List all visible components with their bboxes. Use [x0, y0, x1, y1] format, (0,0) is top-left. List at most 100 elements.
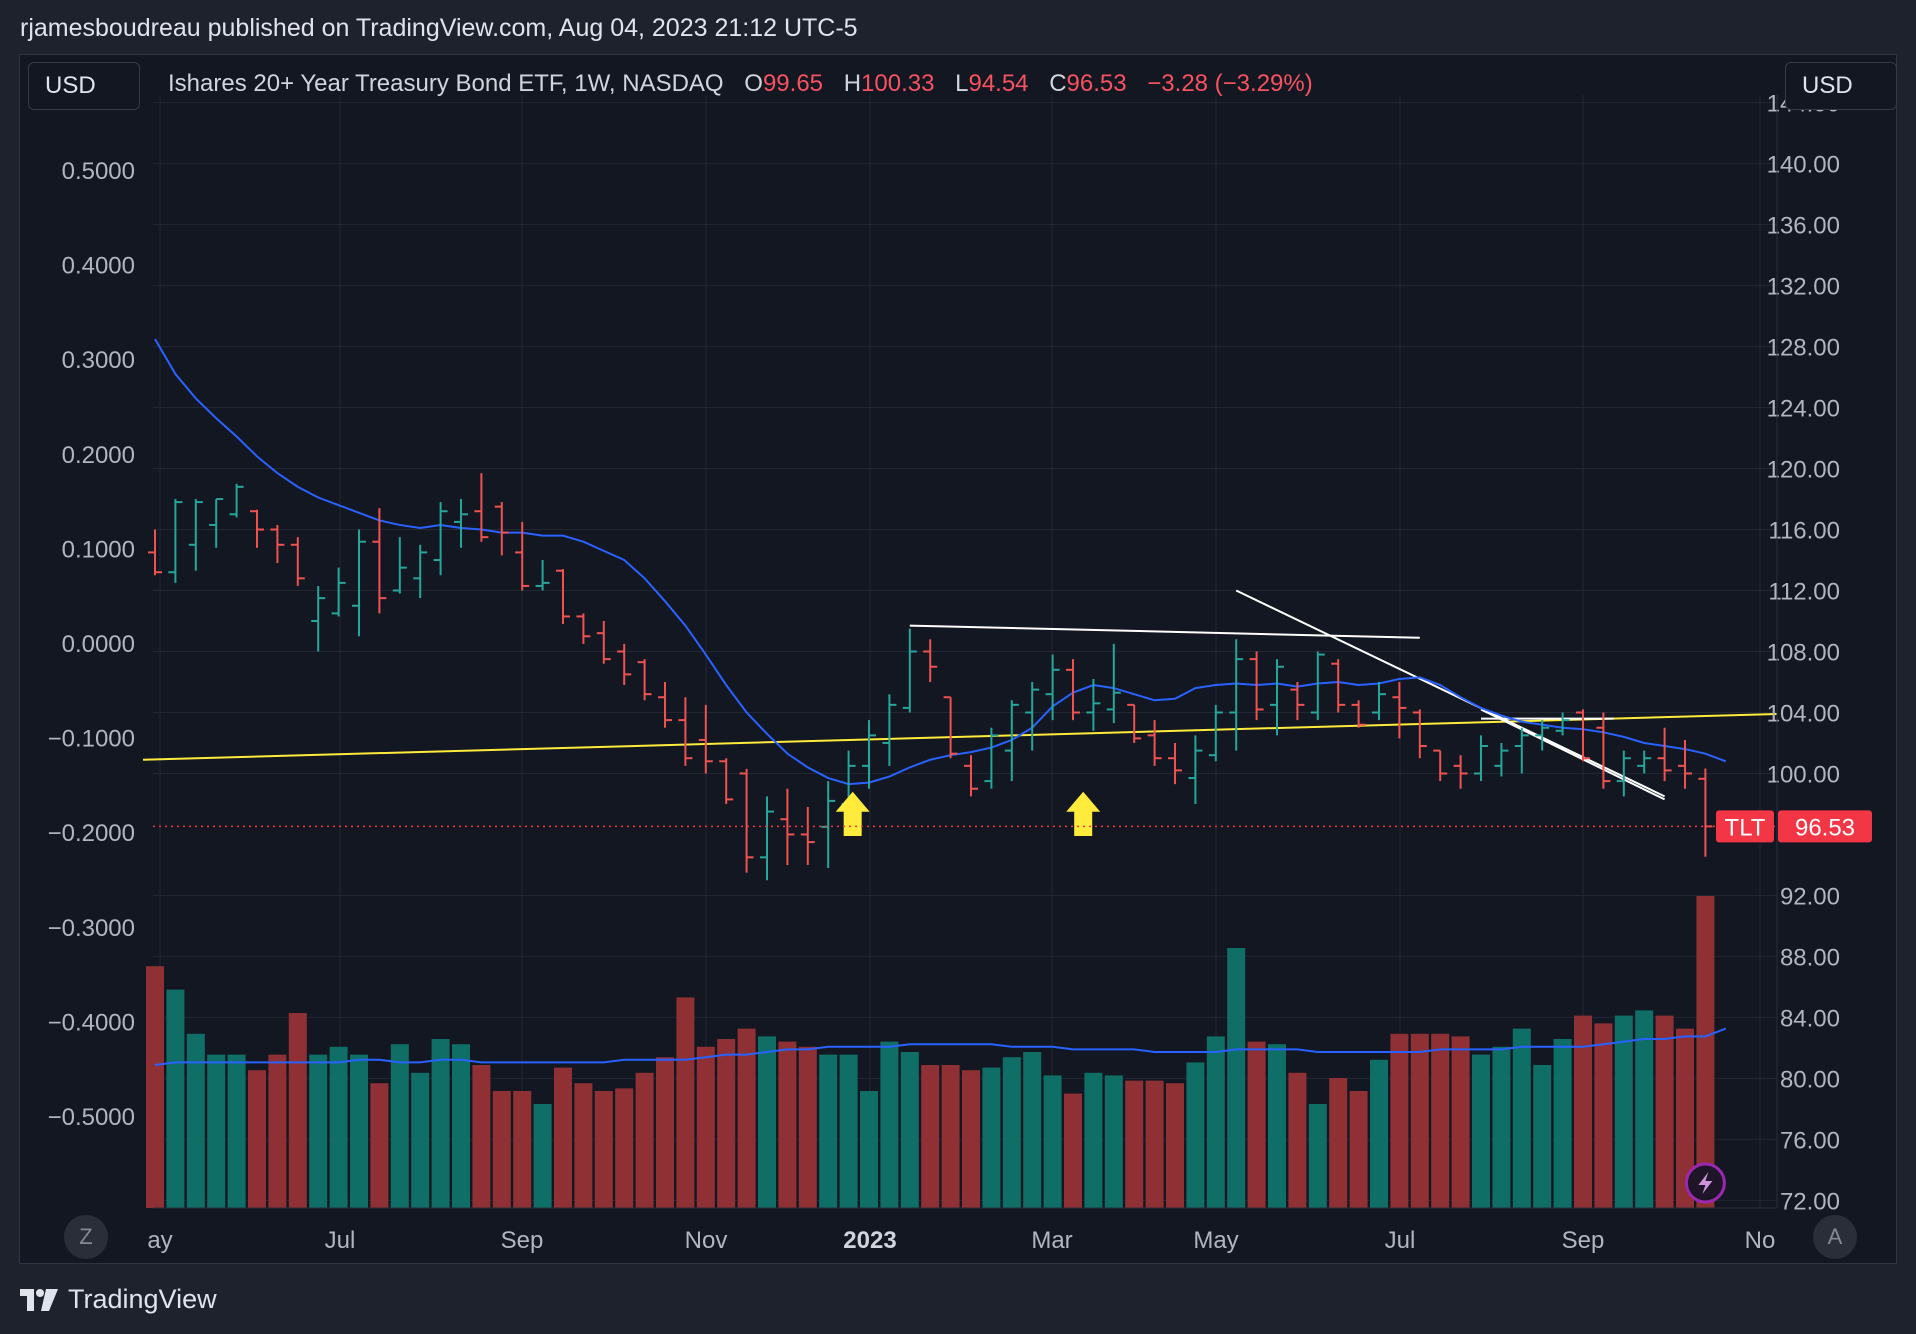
volume-bar	[1696, 896, 1715, 1208]
volume-bar	[982, 1067, 1001, 1208]
volume-bar	[1002, 1057, 1021, 1208]
volume-bar	[554, 1067, 572, 1208]
volume-bar	[1145, 1080, 1164, 1208]
right-axis-tick: 116.00	[1768, 518, 1840, 545]
volume-bar	[472, 1065, 491, 1208]
volume-bar	[1288, 1072, 1307, 1208]
volume-bar	[758, 1036, 776, 1208]
left-axis-tick: 0.1000	[62, 536, 135, 563]
volume-bar	[1472, 1054, 1490, 1208]
left-axis-tick: −0.5000	[48, 1104, 135, 1131]
right-axis-tick: 76.00	[1780, 1127, 1840, 1154]
volume-bar	[411, 1072, 430, 1208]
volume-bar	[186, 1033, 205, 1208]
volume-bar	[1349, 1091, 1368, 1208]
grid	[153, 95, 1777, 1208]
right-axis-tick: 112.00	[1768, 579, 1840, 606]
right-axis-tick: 92.00	[1780, 883, 1840, 910]
volume-bar	[656, 1057, 674, 1208]
left-axis-tick: 0.0000	[62, 631, 135, 658]
volume-bar	[1370, 1059, 1388, 1208]
price-ma	[154, 338, 1727, 786]
volume-bar	[717, 1039, 736, 1208]
volume-ma	[154, 1027, 1727, 1066]
volume-bar	[370, 1083, 389, 1208]
volume-bar	[1104, 1075, 1123, 1208]
arrow-annotations	[835, 791, 1101, 836]
falling-line-upper	[1235, 589, 1666, 798]
resistance-line	[909, 624, 1420, 639]
volume-bar	[1268, 1044, 1286, 1208]
chart-panel[interactable]: TLT 96.53 72.00 76.00 80.00 84.00 88.00 92.00 1…	[19, 54, 1897, 1264]
legend-low: 94.54	[968, 70, 1029, 97]
left-axis-tick: −0.2000	[48, 820, 135, 847]
left-axis-tick: 0.3000	[62, 347, 135, 374]
volume-bar	[227, 1054, 246, 1208]
left-axis-tick: 0.2000	[62, 442, 135, 469]
x-axis-label: Jul	[1385, 1227, 1416, 1254]
volume-ma-line	[154, 1027, 1727, 1066]
volume-bar	[329, 1046, 348, 1208]
volume-bar	[1125, 1080, 1144, 1208]
axes: 72.00 76.00 80.00 84.00 88.00 92.00 100.00 104.…	[48, 91, 1840, 1254]
volume-bar	[452, 1044, 470, 1208]
left-currency-button[interactable]: USD	[28, 62, 140, 110]
volume-bar	[1043, 1075, 1062, 1208]
volume-bar	[737, 1028, 756, 1208]
auto-scale-button[interactable]: A	[1813, 1215, 1857, 1259]
volume-bar	[166, 989, 185, 1208]
volume-bar	[533, 1104, 552, 1208]
volume-bar	[1655, 1015, 1674, 1208]
price-chart[interactable]: TLT 96.53 72.00 76.00 80.00 84.00 88.00 92.00 1…	[20, 55, 1898, 1265]
volume-bar	[431, 1039, 450, 1208]
volume-bar	[1308, 1104, 1327, 1208]
lightning-icon	[1698, 1172, 1713, 1194]
footer-brand-label: TradingView	[68, 1284, 217, 1314]
publish-byline: rjamesboudreau published on TradingView.…	[20, 14, 858, 42]
x-axis-label: ay	[147, 1227, 172, 1254]
volume-bar	[1594, 1023, 1613, 1208]
symbol-tag-label: TLT	[1725, 814, 1766, 841]
price-tag-value: 96.53	[1795, 814, 1855, 841]
volume-bar	[941, 1065, 960, 1208]
x-axis-label: May	[1193, 1227, 1238, 1254]
volume-bar	[1676, 1028, 1694, 1208]
left-axis-tick: −0.4000	[48, 1009, 135, 1036]
left-axis-tick: 0.4000	[62, 253, 135, 280]
volume-bar	[819, 1054, 838, 1208]
volume-bar	[798, 1046, 817, 1208]
volume-bar	[492, 1091, 511, 1208]
volume-bar	[1492, 1046, 1511, 1208]
legend-title: Ishares 20+ Year Treasury Bond ETF, 1W, …	[168, 70, 724, 97]
volume-bar	[594, 1091, 613, 1208]
volume-bar	[1064, 1093, 1082, 1208]
volume-bar	[1227, 948, 1246, 1208]
volume-bar	[309, 1054, 328, 1208]
x-axis-label: Sep	[501, 1227, 544, 1254]
volume-bar	[615, 1088, 634, 1208]
right-axis-tick: 100.00	[1767, 761, 1840, 788]
legend-low-label: L	[955, 70, 969, 97]
volume-bar	[1206, 1036, 1225, 1208]
volume-bar	[513, 1091, 532, 1208]
volume-bar	[288, 1013, 307, 1208]
last-price-line: TLT 96.53	[153, 810, 1872, 1204]
volume-bar	[900, 1052, 919, 1208]
legend-open: 99.65	[762, 70, 824, 97]
zoom-z-button[interactable]: Z	[64, 1215, 108, 1259]
right-axis-tick: 132.00	[1767, 274, 1840, 301]
right-axis-tick: 124.00	[1767, 396, 1840, 423]
volume-bar	[921, 1065, 940, 1208]
x-axis-label: Mar	[1031, 1227, 1072, 1254]
ohlc-bars	[148, 473, 1713, 881]
left-axis-tick: −0.3000	[48, 915, 135, 942]
right-currency-button[interactable]: USD	[1785, 62, 1897, 110]
right-axis-tick: 128.00	[1767, 335, 1840, 362]
legend-close: 96.53	[1066, 70, 1127, 97]
volume-bar	[146, 966, 164, 1208]
up-arrow-annotation	[835, 791, 870, 836]
tradingview-logo-icon	[20, 1288, 58, 1311]
volume-bar	[268, 1054, 287, 1208]
volume-bar	[962, 1070, 980, 1208]
volume-bars	[146, 896, 1715, 1208]
